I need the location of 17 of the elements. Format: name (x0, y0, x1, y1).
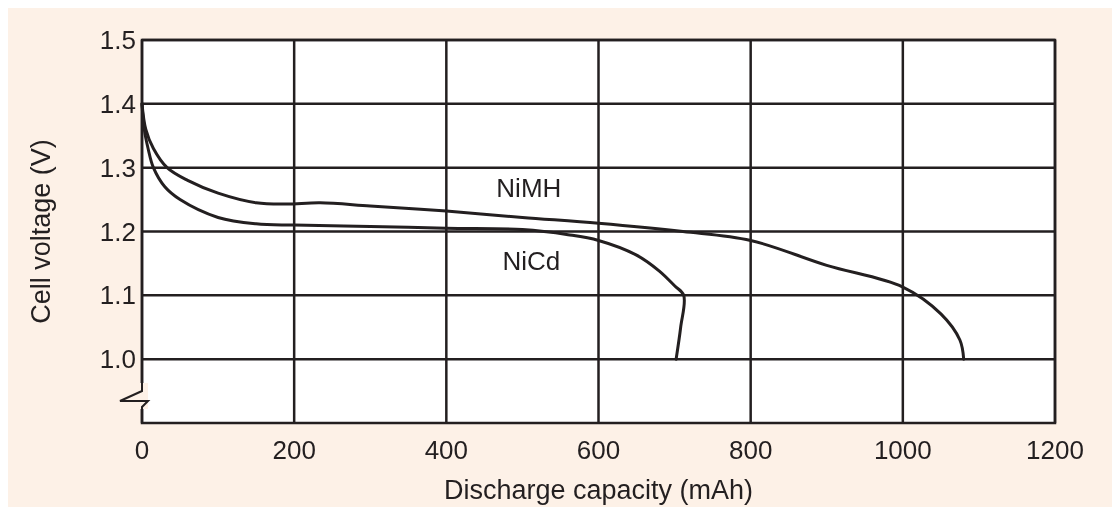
y-tick-label: 1.0 (99, 344, 136, 375)
x-tick-label: 1000 (873, 435, 932, 465)
y-tick-label: 1.1 (99, 280, 136, 311)
x-tick-label: 200 (272, 435, 316, 465)
y-axis-title: Cell voltage (V) (26, 139, 56, 324)
y-tick-label: 1.5 (99, 25, 136, 55)
x-tick-label: 600 (576, 435, 621, 465)
series-label: NiCd (502, 245, 561, 276)
series-label: NiMH (496, 173, 562, 204)
x-axis-title: Discharge capacity (mAh) (443, 475, 754, 505)
x-tick-label: 400 (424, 435, 469, 465)
x-tick-label: 1200 (1026, 435, 1084, 465)
y-tick-label: 1.2 (99, 216, 136, 247)
y-tick-label: 1.4 (99, 88, 136, 119)
x-tick-label: 0 (134, 435, 150, 465)
y-tick-label: 1.3 (99, 152, 136, 183)
x-tick-label: 800 (728, 435, 773, 465)
